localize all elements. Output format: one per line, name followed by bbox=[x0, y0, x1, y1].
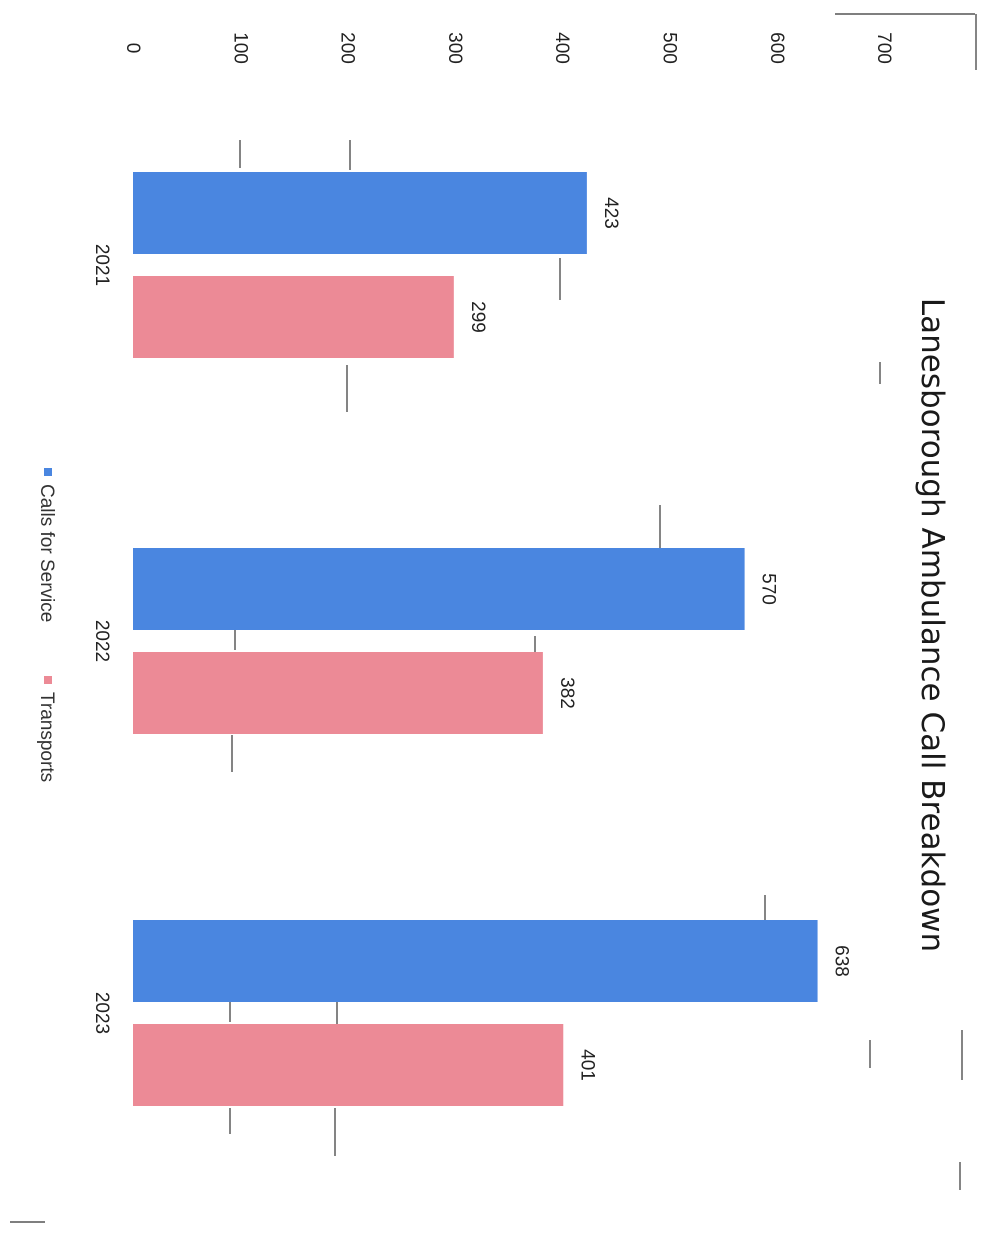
category-label: 2022 bbox=[91, 620, 112, 662]
bar-transports-2021 bbox=[133, 276, 454, 358]
data-label: 299 bbox=[467, 301, 488, 333]
data-label: 423 bbox=[600, 197, 621, 229]
y-axis-ticks: 0 100 200 300 400 500 600 700 bbox=[122, 32, 894, 64]
legend-swatch bbox=[44, 676, 52, 684]
data-label: 638 bbox=[831, 945, 852, 977]
tick-label: 700 bbox=[873, 32, 894, 64]
tick-label: 100 bbox=[229, 32, 250, 64]
tick-label: 500 bbox=[659, 32, 680, 64]
bar-calls-for-service-2022 bbox=[133, 548, 745, 630]
bar-transports-2023 bbox=[133, 1024, 564, 1106]
tick-label: 200 bbox=[337, 32, 358, 64]
data-label: 401 bbox=[576, 1049, 597, 1081]
category-labels: 2021 2022 2023 bbox=[91, 244, 112, 1034]
category-label: 2023 bbox=[91, 992, 112, 1034]
scan-artifacts bbox=[10, 13, 977, 1223]
category-label: 2021 bbox=[91, 244, 112, 286]
tick-label: 0 bbox=[122, 43, 143, 54]
tick-label: 300 bbox=[444, 32, 465, 64]
data-label: 570 bbox=[758, 573, 779, 605]
data-labels: 423 299 570 382 638 401 bbox=[467, 197, 852, 1081]
legend-label: Calls for Service bbox=[36, 484, 57, 622]
data-label: 382 bbox=[556, 677, 577, 709]
legend: Calls for Service Transports bbox=[36, 468, 57, 782]
bars bbox=[133, 172, 818, 1106]
bar-calls-for-service-2021 bbox=[133, 172, 587, 254]
tick-label: 600 bbox=[766, 32, 787, 64]
bar-calls-for-service-2023 bbox=[133, 920, 818, 1002]
bar-transports-2022 bbox=[133, 652, 543, 734]
tick-label: 400 bbox=[551, 32, 572, 64]
chart-title: Lanesborough Ambulance Call Breakdown bbox=[914, 298, 950, 952]
legend-label: Transports bbox=[36, 692, 57, 782]
legend-swatch bbox=[44, 468, 52, 476]
